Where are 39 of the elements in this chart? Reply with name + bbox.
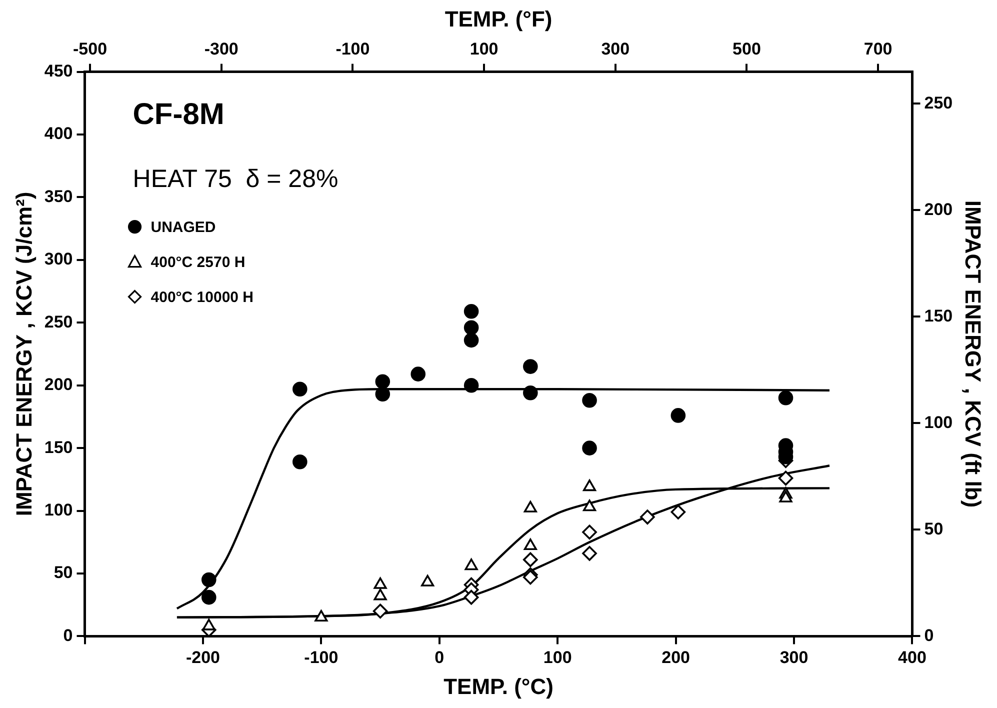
x-tick-label: 200 — [662, 648, 690, 668]
x2-tick-label: -500 — [73, 39, 108, 58]
y-tick-label: 150 — [44, 438, 73, 457]
y-tick-label: 200 — [44, 375, 73, 394]
x-tick-label: -200 — [186, 648, 220, 668]
legend-label: UNAGED — [150, 218, 216, 236]
annotation: HEAT 75 δ = 28% — [132, 164, 338, 193]
y-tick-label: 100 — [44, 500, 73, 520]
y-tick-label: 350 — [44, 186, 73, 206]
y2-tick-label: 250 — [924, 93, 953, 112]
x-tick-label: 100 — [543, 648, 572, 668]
x2-tick-label: 500 — [732, 39, 761, 58]
y2-axis-title: IMPACT ENERGY , KCV (ft lb) — [960, 200, 986, 508]
x-tick-label: -100 — [304, 648, 338, 668]
y2-tick-label: 150 — [924, 306, 953, 326]
y-tick-label: 300 — [44, 250, 73, 269]
legend-label: 400°C 10000 H — [150, 288, 254, 306]
annotation: CF-8M — [132, 98, 224, 131]
x2-tick-label: 100 — [470, 39, 498, 58]
y-tick-label: 50 — [54, 563, 73, 582]
y2-tick-label: 100 — [924, 412, 953, 432]
x2-tick-label: -100 — [336, 39, 370, 58]
x-tick-label: 0 — [434, 648, 444, 668]
y2-tick-label: 200 — [924, 200, 953, 219]
x-tick-label: 300 — [780, 648, 808, 668]
y-tick-label: 250 — [44, 312, 73, 332]
y-tick-label: 450 — [44, 61, 73, 80]
legend-label: 400°C 2570 H — [150, 254, 246, 271]
x-axis-title: TEMP. (°C) — [444, 674, 554, 699]
x2-tick-label: 300 — [601, 39, 630, 58]
x2-axis-title: TEMP. (°F) — [444, 6, 552, 32]
y-tick-label: 400 — [44, 124, 73, 144]
x2-tick-label: 700 — [864, 39, 892, 58]
y-tick-label: 0 — [63, 626, 73, 645]
x2-tick-label: -300 — [204, 39, 238, 58]
y2-tick-label: 50 — [924, 519, 944, 538]
y2-tick-label: 0 — [924, 626, 934, 645]
y-axis-title: IMPACT ENERGY , KCV (J/cm²) — [11, 192, 36, 516]
x-tick-label: 400 — [898, 648, 926, 668]
